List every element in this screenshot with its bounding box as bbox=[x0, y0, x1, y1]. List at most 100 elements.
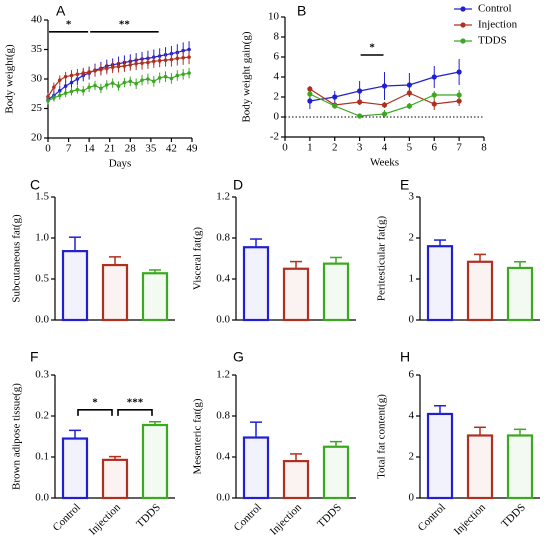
point bbox=[128, 79, 133, 84]
point bbox=[187, 55, 191, 59]
point bbox=[307, 91, 313, 97]
point bbox=[87, 70, 91, 74]
x-tick-label: Control bbox=[416, 501, 448, 533]
panel: D 0.0 0.4 0.8 1.2 Visceral fat(g) bbox=[192, 177, 356, 326]
point bbox=[381, 111, 388, 117]
x-tick-label: TDDS bbox=[315, 501, 344, 530]
legend-label: TDDS bbox=[478, 35, 507, 47]
y-tick-label: 0.0 bbox=[216, 314, 230, 326]
y-axis-title: Mesenteric fat(g) bbox=[192, 398, 204, 474]
point bbox=[69, 89, 74, 94]
bar bbox=[466, 434, 494, 500]
legend-label: Control bbox=[478, 3, 512, 15]
y-tick-label: 0.1 bbox=[35, 451, 49, 463]
x-tick-label: 0 bbox=[282, 142, 288, 154]
point bbox=[116, 64, 121, 69]
y-axis-title: Brown adipose tissue(g) bbox=[11, 383, 23, 490]
y-axis-title: Subcutaneous fat(g) bbox=[11, 214, 23, 303]
point bbox=[57, 78, 62, 82]
point bbox=[99, 86, 103, 91]
y-tick-label: 1 bbox=[409, 273, 415, 285]
panel-letter: B bbox=[297, 3, 306, 19]
panel-letter: C bbox=[30, 177, 40, 193]
x-tick-label: 6 bbox=[432, 142, 438, 154]
panel-letter: G bbox=[233, 349, 244, 365]
y-tick-label: 0.8 bbox=[216, 410, 230, 422]
x-tick-label: 5 bbox=[407, 142, 413, 154]
bar bbox=[101, 458, 129, 500]
point bbox=[163, 58, 168, 62]
bar bbox=[282, 460, 310, 500]
y-tick-label: 4 bbox=[274, 71, 280, 83]
point bbox=[146, 60, 150, 65]
significance-label: *** bbox=[127, 396, 144, 408]
y-tick-label: 4 bbox=[409, 410, 415, 422]
point bbox=[456, 98, 462, 104]
bar bbox=[426, 245, 454, 322]
point bbox=[69, 80, 74, 85]
legend-label: Injection bbox=[478, 19, 518, 31]
point bbox=[52, 85, 56, 90]
point bbox=[151, 59, 156, 64]
panel: C 0.0 0.5 1.0 1.5 Subcutaneous fat(g) bbox=[11, 177, 175, 326]
y-tick-label: 8 bbox=[274, 31, 280, 43]
point bbox=[134, 61, 138, 66]
point bbox=[110, 65, 115, 69]
x-tick-label: 35 bbox=[145, 143, 157, 155]
x-tick-label: 49 bbox=[187, 143, 199, 155]
point bbox=[456, 92, 462, 98]
bar bbox=[141, 423, 169, 500]
y-axis-title: Visceral fat(g) bbox=[192, 227, 204, 291]
point bbox=[93, 83, 97, 88]
panel: E 0 1 2 3 Peritesticular fat(g) bbox=[376, 177, 540, 326]
point bbox=[151, 79, 156, 84]
point bbox=[431, 92, 437, 98]
y-tick-label: 0.0 bbox=[35, 314, 49, 326]
point bbox=[75, 72, 80, 77]
x-tick-label: TDDS bbox=[134, 501, 163, 530]
point bbox=[187, 71, 191, 75]
point bbox=[116, 84, 121, 88]
x-tick-label: 0 bbox=[45, 143, 51, 155]
y-tick-label: 6 bbox=[274, 51, 280, 63]
significance-label: ** bbox=[119, 18, 131, 30]
y-tick-label: 0.4 bbox=[216, 273, 230, 285]
y-tick-label: 10 bbox=[268, 11, 280, 23]
point bbox=[406, 90, 412, 96]
bar bbox=[61, 437, 89, 500]
point bbox=[128, 63, 133, 67]
y-tick-label: 40 bbox=[31, 14, 43, 26]
point bbox=[357, 88, 363, 94]
y-tick-label: 2 bbox=[409, 232, 415, 244]
point bbox=[69, 73, 74, 78]
point bbox=[63, 91, 68, 95]
panel: H 0 2 4 6 Total fat content(g) Control Injectio… bbox=[376, 349, 540, 538]
point bbox=[381, 83, 388, 89]
y-tick-label: 0.8 bbox=[216, 232, 230, 244]
y-tick-label: 1.2 bbox=[216, 191, 230, 203]
x-tick-label: Injection bbox=[87, 501, 123, 537]
point bbox=[163, 74, 168, 79]
y-tick-label: 2 bbox=[274, 91, 280, 103]
point bbox=[332, 103, 338, 109]
y-tick-label: 0.0 bbox=[35, 492, 49, 504]
point bbox=[134, 81, 138, 86]
significance-label: * bbox=[66, 18, 72, 30]
point bbox=[122, 80, 127, 85]
bar bbox=[282, 267, 310, 322]
point bbox=[431, 74, 437, 80]
point bbox=[157, 76, 162, 80]
point bbox=[456, 69, 462, 75]
bar bbox=[466, 260, 494, 322]
point bbox=[46, 99, 50, 103]
point bbox=[357, 113, 363, 119]
bar bbox=[322, 445, 350, 500]
point bbox=[175, 73, 180, 78]
y-tick-label: 30 bbox=[31, 73, 43, 85]
point bbox=[406, 82, 412, 88]
x-tick-label: 7 bbox=[66, 143, 72, 155]
point bbox=[75, 87, 80, 92]
point bbox=[104, 66, 109, 71]
point bbox=[169, 76, 174, 81]
